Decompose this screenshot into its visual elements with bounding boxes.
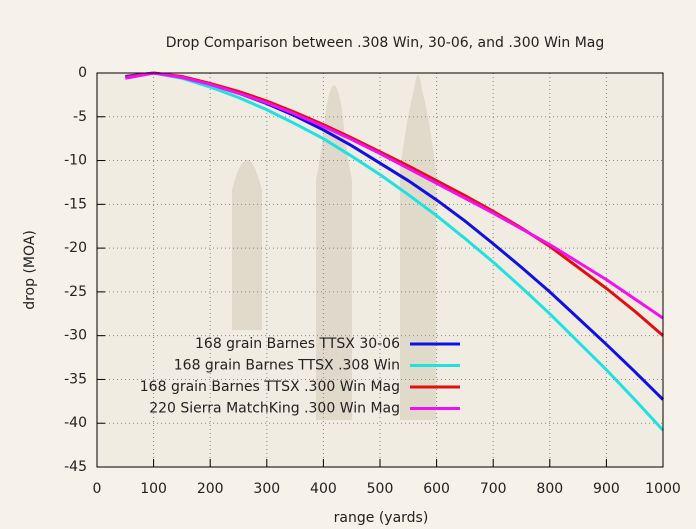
x-axis-label: range (yards)	[334, 510, 429, 526]
chart-title: Drop Comparison between .308 Win, 30-06,…	[166, 35, 605, 51]
x-tick-label: 900	[593, 481, 620, 497]
x-tick-label: 500	[367, 481, 394, 497]
x-tick-label: 0	[93, 481, 102, 497]
x-tick-label: 100	[140, 481, 167, 497]
y-tick-label: -15	[64, 196, 87, 212]
y-tick-label: -10	[64, 153, 87, 169]
x-tick-label: 700	[480, 481, 507, 497]
y-tick-label: -5	[73, 109, 87, 125]
data-line	[125, 71, 664, 320]
x-tick-label: 1000	[645, 481, 681, 497]
x-tick-label: 600	[423, 481, 450, 497]
y-tick-label: -35	[64, 371, 87, 387]
legend-label: 168 grain Barnes TTSX .308 Win	[174, 358, 400, 374]
background-image	[232, 75, 436, 420]
y-tick-label: -25	[64, 284, 87, 300]
y-tick-label: -40	[64, 415, 87, 431]
plot-frame	[96, 72, 664, 468]
y-tick-label: -45	[64, 459, 87, 475]
x-tick-label: 800	[536, 481, 563, 497]
legend-label: 220 Sierra MatchKing .300 Win Mag	[149, 401, 400, 417]
x-tick-label: 300	[253, 481, 280, 497]
x-tick-label: 200	[197, 481, 224, 497]
x-tick-label: 400	[310, 481, 337, 497]
y-tick-label: -20	[64, 240, 87, 256]
y-tick-label: 0	[78, 65, 87, 81]
data-line	[125, 71, 665, 432]
legend-label: 168 grain Barnes TTSX .300 Win Mag	[140, 379, 400, 395]
y-axis-label: drop (MOA)	[22, 230, 38, 310]
legend-label: 168 grain Barnes TTSX 30-06	[195, 336, 400, 352]
y-tick-label: -30	[64, 328, 87, 344]
